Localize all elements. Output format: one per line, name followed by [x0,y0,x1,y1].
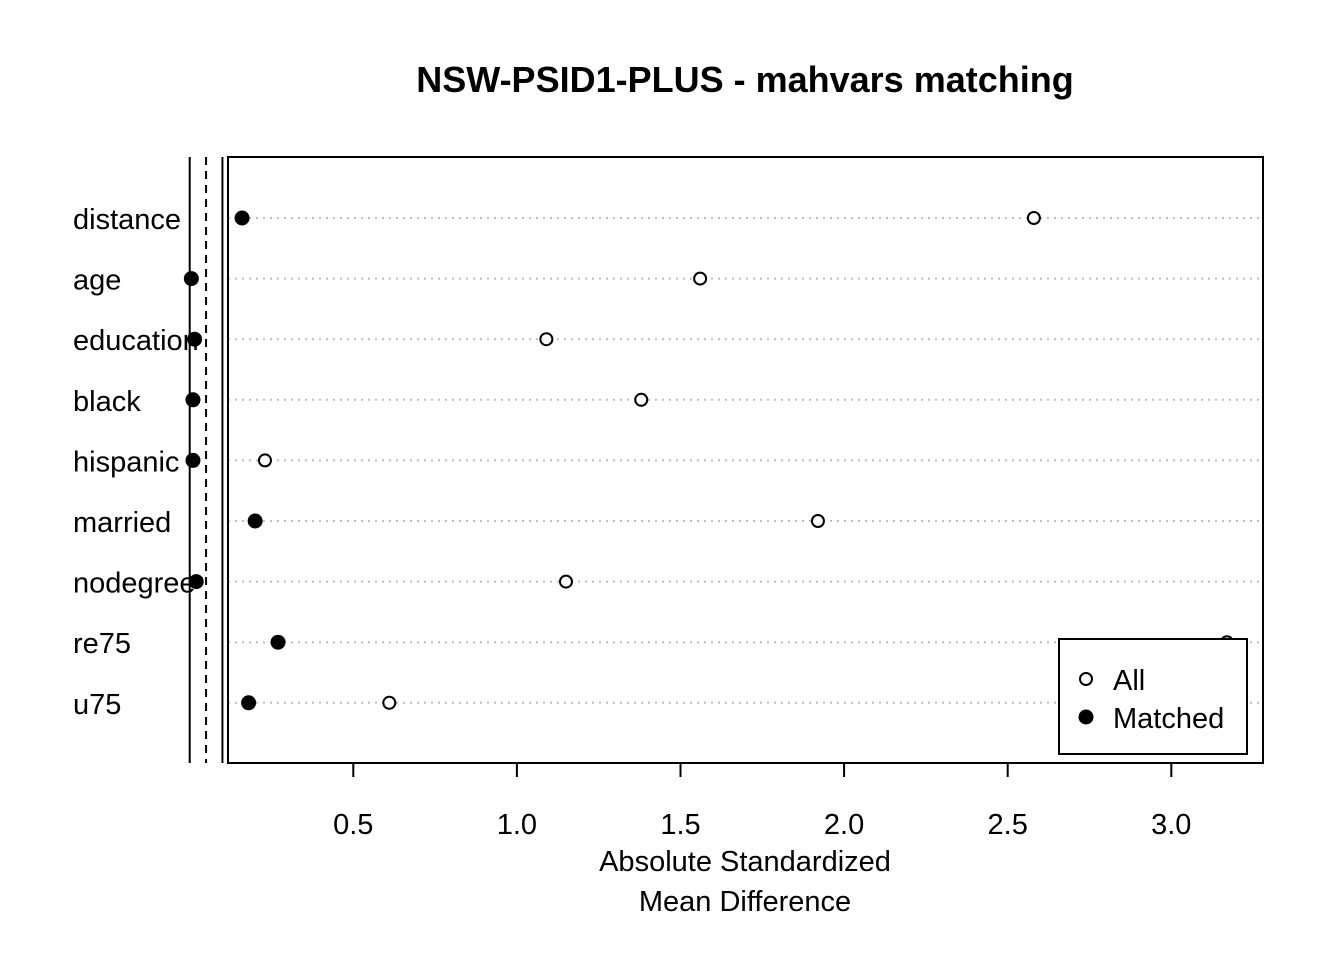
category-label: black [73,386,141,418]
x-tick-label: 2.5 [988,809,1028,841]
point-all [257,453,272,468]
point-matched [183,271,199,287]
point-matched [185,452,201,468]
category-label: hispanic [73,446,179,478]
x-axis-label-line1: Absolute Standardized [599,846,891,878]
legend-box [1058,638,1248,755]
x-tick-label: 1.5 [660,809,700,841]
category-label: education [73,325,199,357]
category-label: distance [73,204,181,236]
legend-all-label: All [1113,665,1145,697]
point-all [1026,211,1041,225]
x-tick-label: 2.0 [824,809,864,841]
legend-all-marker [1079,672,1093,686]
legend: All Matched [1058,638,1248,755]
category-label: nodegree [73,568,196,600]
category-label: u75 [73,689,121,721]
point-all [634,392,649,407]
category-label: re75 [73,628,131,660]
point-matched [247,513,263,529]
point-all [539,332,554,347]
category-labels: distance age education black hispanic married… [73,204,199,721]
point-matched [270,634,286,650]
legend-matched-label: Matched [1113,703,1224,735]
point-matched [185,392,201,408]
point-all [693,271,708,286]
x-axis-label-line2: Mean Difference [639,886,851,918]
x-tick-label: 0.5 [333,809,373,841]
x-axis: 0.5 1.0 1.5 2.0 2.5 3.0 [333,762,1191,841]
point-matched [188,574,204,590]
grid-layer [228,217,1263,704]
legend-matched-marker [1078,709,1094,725]
category-label: married [73,507,171,539]
point-matched [241,695,257,711]
point-all [810,514,825,528]
x-tick-label: 3.0 [1151,809,1191,841]
point-all [558,574,573,589]
chart-title: NSW-PSID1-PLUS - mahvars matching [416,59,1073,100]
data-points [183,210,1234,711]
point-all [382,695,397,710]
x-tick-label: 1.0 [497,809,537,841]
point-matched [234,210,250,226]
point-matched [187,331,203,347]
category-label: age [73,265,121,297]
